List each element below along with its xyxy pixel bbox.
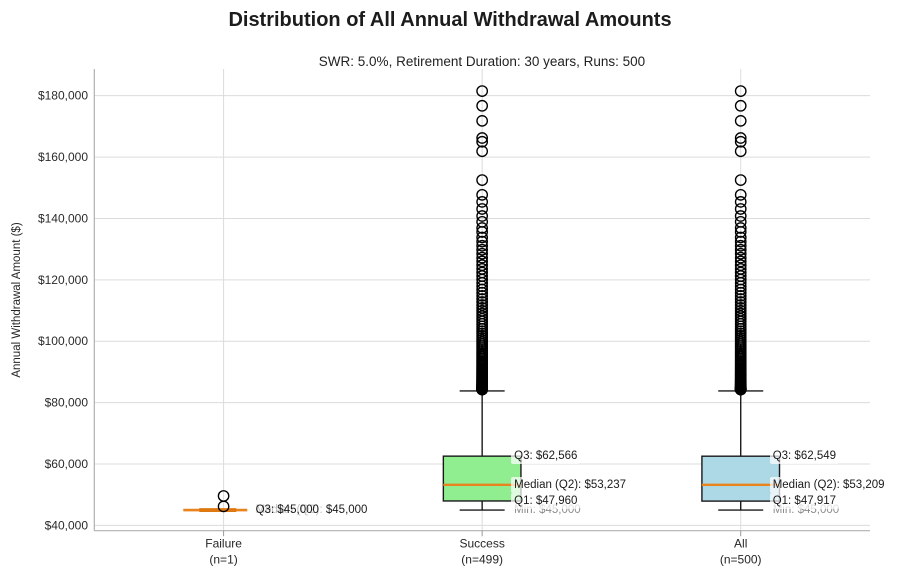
outlier-point bbox=[476, 145, 489, 158]
outlier-point bbox=[476, 247, 489, 260]
outlier-point bbox=[734, 85, 747, 97]
outlier-point bbox=[734, 239, 747, 252]
outlier-point bbox=[734, 145, 747, 158]
outlier-point bbox=[476, 262, 489, 275]
outlier-point bbox=[476, 226, 489, 238]
y-tick-label: $80,000 bbox=[45, 396, 89, 410]
outlier-point bbox=[734, 301, 747, 314]
x-tick-label: Success bbox=[459, 537, 504, 551]
x-tick-label-count: (n=1) bbox=[209, 553, 237, 567]
outlier-point bbox=[734, 132, 747, 144]
outlier-point bbox=[476, 85, 489, 97]
outlier-point bbox=[476, 307, 489, 320]
outlier-point bbox=[476, 135, 489, 148]
outlier-point bbox=[476, 301, 489, 314]
outlier-point bbox=[734, 235, 747, 248]
x-tick-label-count: (n=499) bbox=[461, 553, 503, 567]
y-tick-label: $120,000 bbox=[38, 273, 88, 287]
outlier-point bbox=[734, 290, 747, 302]
outlier-point bbox=[476, 304, 489, 317]
outlier-point bbox=[476, 210, 489, 222]
outlier-point bbox=[734, 135, 747, 148]
outlier-point bbox=[734, 304, 747, 317]
outlier-point bbox=[734, 114, 747, 127]
x-tick-label: Failure bbox=[205, 537, 242, 551]
y-tick-label: $140,000 bbox=[38, 211, 88, 225]
outlier-point bbox=[734, 293, 747, 305]
outlier-point bbox=[734, 296, 747, 308]
outlier-point bbox=[734, 259, 747, 272]
y-tick-label: $100,000 bbox=[38, 334, 88, 348]
outlier-point bbox=[476, 255, 489, 268]
outlier-point bbox=[734, 247, 747, 260]
outlier-point bbox=[734, 262, 747, 275]
outlier-point bbox=[476, 222, 489, 234]
outlier-point bbox=[734, 299, 747, 311]
outlier-point bbox=[476, 174, 489, 186]
outlier-point bbox=[476, 196, 489, 208]
outlier-point bbox=[476, 239, 489, 252]
outlier-point bbox=[734, 99, 747, 112]
stat-annotation: Q3: $62,549 bbox=[769, 448, 840, 465]
outlier-point bbox=[476, 299, 489, 311]
stat-annotation: Q1: $47,960 bbox=[511, 492, 581, 509]
outlier-point bbox=[476, 235, 489, 248]
stat-annotation: Q3: $45,000 bbox=[252, 502, 322, 519]
y-tick-label: $60,000 bbox=[45, 457, 89, 471]
outlier-point bbox=[476, 259, 489, 272]
box-success bbox=[442, 455, 522, 502]
outlier-point bbox=[476, 290, 489, 302]
chart-title: Distribution of All Annual Withdrawal Am… bbox=[228, 9, 672, 31]
outlier-point bbox=[734, 251, 747, 264]
outlier-point bbox=[476, 203, 489, 215]
outlier-point bbox=[217, 500, 230, 513]
outlier-point bbox=[476, 251, 489, 264]
outlier-point bbox=[734, 307, 747, 320]
x-tick-label: All bbox=[734, 537, 747, 551]
outlier-point bbox=[734, 255, 747, 268]
outlier-point bbox=[476, 114, 489, 127]
y-tick-label: $180,000 bbox=[38, 89, 88, 103]
stat-annotation: Median (Q2): $53,237 bbox=[511, 476, 630, 493]
outlier-point bbox=[476, 231, 489, 244]
outlier-point bbox=[476, 243, 489, 256]
stat-annotation: Q1: $47,917 bbox=[769, 493, 840, 510]
outlier-point bbox=[734, 226, 747, 238]
outlier-point bbox=[734, 188, 747, 201]
outlier-point bbox=[476, 188, 489, 201]
outlier-point bbox=[734, 196, 747, 208]
outlier-point bbox=[734, 210, 747, 222]
chart-subtitle: SWR: 5.0%, Retirement Duration: 30 years… bbox=[318, 54, 646, 69]
outlier-point bbox=[734, 231, 747, 244]
y-tick-label: $160,000 bbox=[38, 150, 88, 164]
outlier-point bbox=[476, 293, 489, 305]
outlier-point bbox=[734, 222, 747, 234]
outlier-point bbox=[734, 203, 747, 215]
outlier-point bbox=[476, 99, 489, 112]
stat-annotation: Q3: $62,566 bbox=[511, 448, 581, 465]
stat-annotation: Median (Q2): $53,209 bbox=[769, 476, 888, 493]
outlier-point bbox=[476, 296, 489, 308]
outlier-point bbox=[476, 132, 489, 144]
x-tick-label-count: (n=500) bbox=[720, 553, 762, 567]
outlier-point bbox=[734, 243, 747, 256]
y-tick-label: $40,000 bbox=[45, 518, 89, 532]
box-all bbox=[701, 455, 781, 502]
outlier-point bbox=[734, 174, 747, 186]
